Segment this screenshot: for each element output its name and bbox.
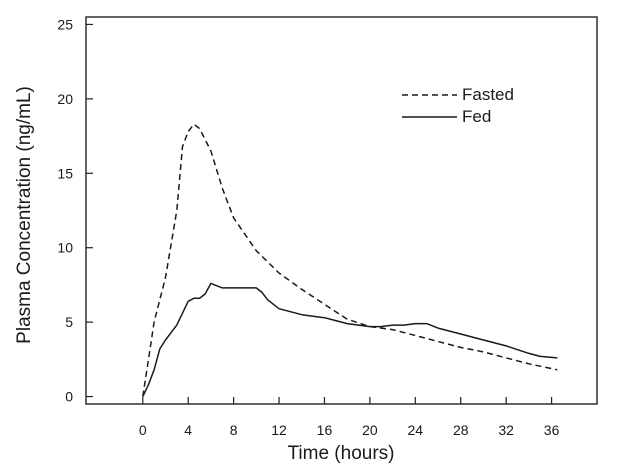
y-tick-label: 5: [65, 314, 73, 330]
series-line-fasted: [142, 123, 558, 397]
series-group: [142, 123, 558, 397]
y-axis-title: Plasma Concentration (ng/mL): [14, 86, 35, 344]
x-axis-ticks: 0 4 8 12 16 20 24 28 32 36: [139, 397, 560, 438]
y-tick-label: 15: [57, 165, 73, 181]
y-axis-ticks: 0 5 10 15 20 25: [57, 16, 93, 405]
x-tick-label: 20: [362, 422, 378, 438]
x-tick-label: 4: [184, 422, 192, 438]
x-tick-label: 16: [317, 422, 333, 438]
x-axis-title: Time (hours): [288, 443, 395, 464]
x-tick-label: 0: [139, 422, 147, 438]
x-tick-label: 32: [498, 422, 514, 438]
x-tick-label: 36: [544, 422, 560, 438]
legend: Fasted Fed: [402, 85, 514, 126]
x-tick-label: 8: [230, 422, 238, 438]
x-tick-label: 28: [453, 422, 469, 438]
legend-label-fasted: Fasted: [462, 85, 514, 104]
y-tick-label: 20: [57, 91, 73, 107]
y-tick-label: 0: [65, 389, 73, 405]
x-tick-label: 24: [408, 422, 424, 438]
legend-label-fed: Fed: [462, 107, 491, 126]
plot-frame: [85, 16, 598, 405]
series-line-fed: [142, 282, 558, 397]
y-tick-label: 25: [57, 16, 73, 32]
y-tick-label: 10: [57, 240, 73, 256]
x-tick-label: 12: [271, 422, 287, 438]
